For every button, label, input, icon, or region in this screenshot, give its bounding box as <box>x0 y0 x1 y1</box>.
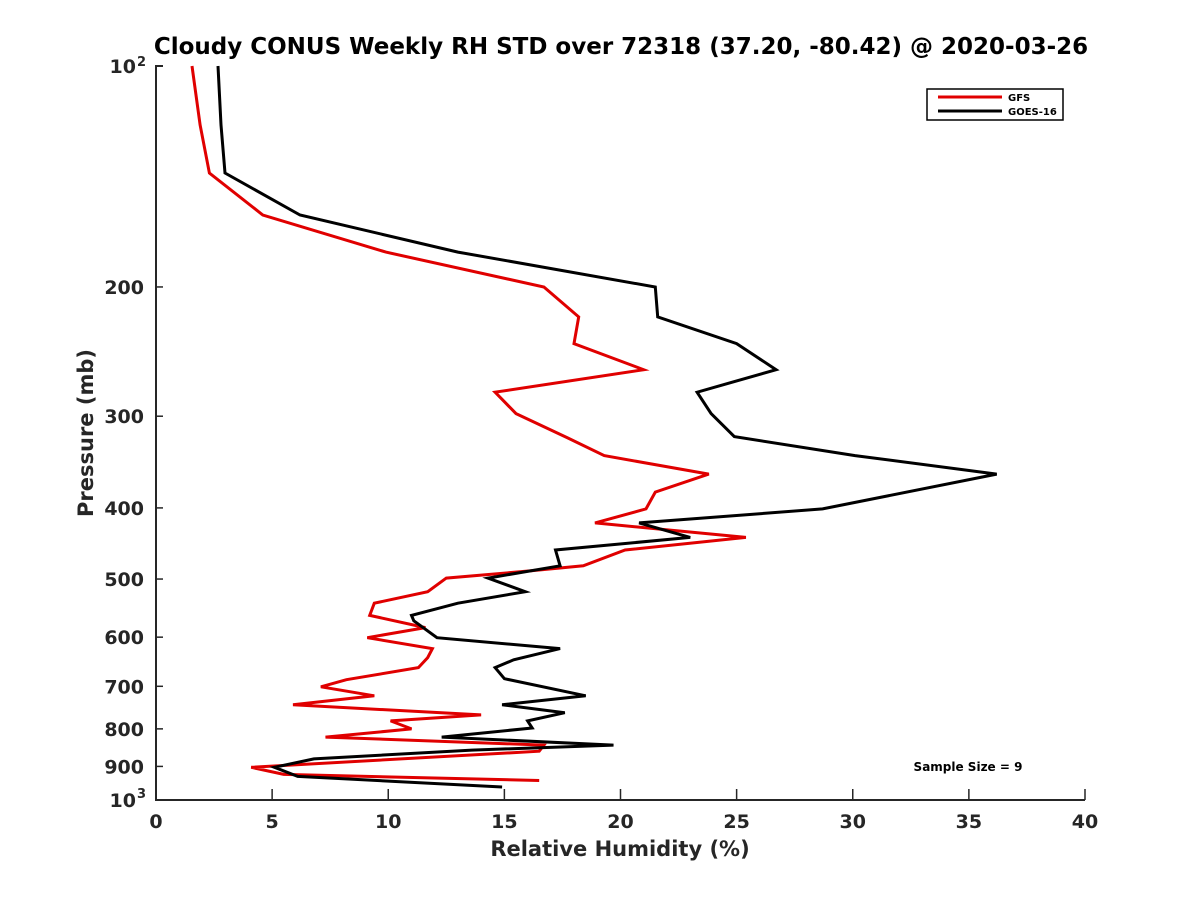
y-tick-label: 700 <box>104 676 144 698</box>
chart-title: Cloudy CONUS Weekly RH STD over 72318 (3… <box>154 34 1088 60</box>
series-line-gfs <box>190 65 747 782</box>
y-tick-label: 400 <box>104 498 144 520</box>
x-axis: 0 5 10 15 20 25 30 35 40 <box>149 789 1098 833</box>
legend-box <box>926 88 1064 121</box>
y-tick-label: 900 <box>104 756 144 778</box>
legend: GFS GOES-16 <box>926 88 1064 121</box>
x-tick-label: 35 <box>956 811 982 833</box>
y-tick-exponent: 2 <box>137 55 146 70</box>
y-tick-label: 10 <box>110 790 136 812</box>
y-tick-label: 500 <box>104 569 144 591</box>
y-tick-label: 10 <box>110 56 136 78</box>
y-tick-label: 600 <box>104 627 144 649</box>
y-tick-exponent: 3 <box>137 787 146 802</box>
y-axis-label: Pressure (mb) <box>74 349 98 517</box>
series-line-goes16 <box>216 65 997 789</box>
x-tick-label: 25 <box>723 811 749 833</box>
x-tick-label: 20 <box>607 811 633 833</box>
sample-size-annotation: Sample Size = 9 <box>914 760 1023 774</box>
y-tick-label: 800 <box>104 719 144 741</box>
x-tick-label: 0 <box>149 811 162 833</box>
series-layer <box>190 65 997 789</box>
x-axis-label: Relative Humidity (%) <box>490 837 749 861</box>
legend-label-goes16: GOES-16 <box>1008 107 1057 118</box>
y-tick-label: 200 <box>104 277 144 299</box>
x-tick-label: 30 <box>840 811 866 833</box>
x-tick-label: 15 <box>491 811 517 833</box>
x-tick-label: 5 <box>266 811 279 833</box>
y-tick-label: 300 <box>104 406 144 428</box>
x-tick-label: 40 <box>1072 811 1098 833</box>
plot-area: 0 5 10 15 20 25 30 35 40 10 220030040050060070080… <box>104 55 1098 833</box>
legend-label-gfs: GFS <box>1008 93 1030 104</box>
x-tick-label: 10 <box>375 811 401 833</box>
